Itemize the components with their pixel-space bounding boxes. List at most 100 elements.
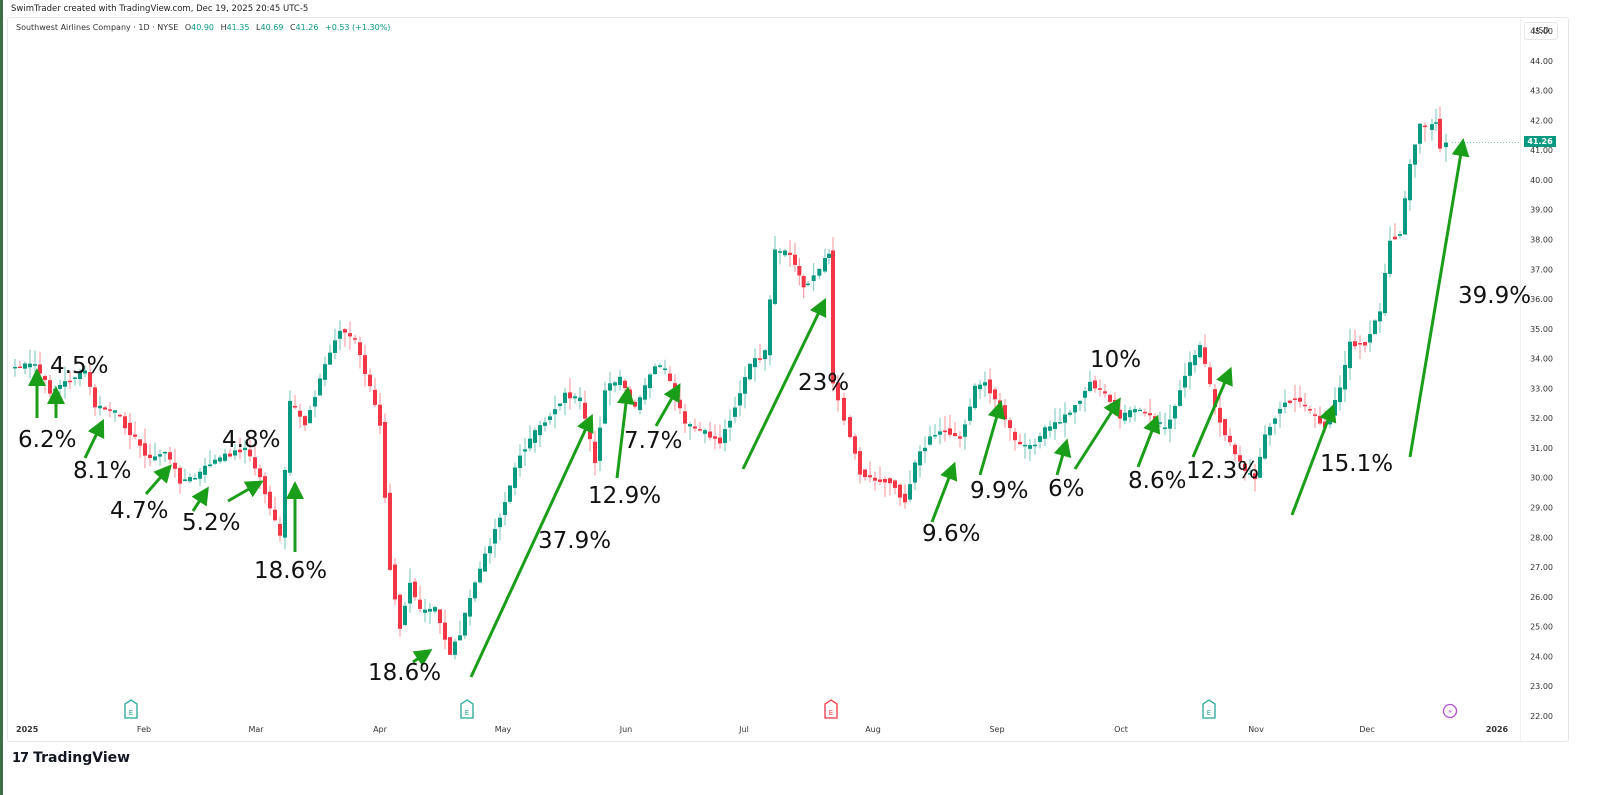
x-tick-label: Aug [865,725,881,734]
candle [1308,408,1312,411]
candle [1373,320,1377,335]
candle [918,451,922,466]
candle [248,449,252,457]
candle [38,364,42,374]
y-tick-label: 35.00 [1530,325,1553,334]
candle [1028,445,1032,449]
candle [43,376,47,380]
gain-percent-label: 12.9% [588,483,661,509]
candle [1413,144,1417,165]
candle [578,397,582,402]
high-value: 41.35 [226,23,250,32]
candle [363,355,367,374]
candle [1303,404,1307,407]
candle [868,475,872,478]
candle [383,421,387,498]
gain-arrow [1073,397,1121,470]
candle [1213,389,1217,408]
candle [108,409,112,411]
gain-arrow [978,400,1006,476]
candle [1148,413,1152,416]
dividend-icon: ⚡ [1442,703,1458,719]
candle [443,622,447,640]
tradingview-brand[interactable]: 17 TradingView [12,750,130,766]
candle [1243,463,1247,471]
candle [938,431,942,435]
gain-arrow [83,418,105,459]
candle [1168,419,1172,429]
candle [318,378,322,396]
candle [473,582,477,599]
gain-arrow [1136,414,1161,468]
x-tick-label: Oct [1114,725,1128,734]
candle [678,399,682,409]
candle [1013,431,1017,441]
earnings-icon: E [460,699,474,719]
candle [893,480,897,488]
y-tick-label: 25.00 [1530,623,1553,632]
candle [1083,390,1087,398]
candle [198,471,202,479]
gain-percent-label: 39.9% [1458,283,1531,309]
candle [563,392,567,403]
candle [1444,142,1448,147]
candle [811,275,816,282]
candle [128,422,132,436]
candle [1430,124,1434,130]
candle [338,330,342,339]
candle [817,268,822,276]
candle [758,358,762,360]
candle [448,637,452,655]
candle [223,453,227,461]
y-tick-label: 44.00 [1530,57,1553,66]
candle [53,388,57,391]
candle [1293,398,1297,401]
gain-percent-label: 37.9% [538,528,611,554]
candle [1358,343,1362,345]
candle [573,396,577,399]
candle [1183,375,1187,388]
candle [478,568,482,583]
candle [408,582,412,604]
x-tick-label: Mar [248,725,264,734]
candle [1038,436,1042,442]
candle [438,609,442,624]
candle [801,275,806,288]
candle [48,380,52,394]
earnings-icon: E [1202,699,1216,719]
y-tick-label: 24.00 [1530,652,1553,661]
gain-arrow [1290,403,1337,516]
x-tick-label: Feb [137,725,151,734]
candle [963,424,967,437]
candle [1218,407,1222,423]
candle [93,387,97,408]
candle [913,462,917,483]
candle [348,333,352,337]
candle [898,484,902,498]
x-tick-label: Jul [738,725,749,734]
gain-arrow [412,649,433,667]
chart-credit: SwimTrader created with TradingView.com,… [11,4,309,14]
candle [1383,273,1387,314]
candle [293,405,297,408]
candle [688,424,692,427]
candle [1233,444,1237,455]
gain-percent-label: 23% [798,370,849,396]
candle [753,358,757,368]
candle [1108,394,1112,402]
gain-percent-label: 18.6% [368,660,441,686]
candle [793,254,797,265]
candle [943,430,947,433]
candle [1178,390,1182,406]
candle [303,416,307,426]
candle [1208,367,1212,385]
y-tick-label: 22.00 [1530,712,1553,721]
currency-button[interactable]: USD [1524,22,1558,40]
candle [598,427,602,461]
candle [1223,419,1227,436]
candle [1258,456,1262,478]
last-price-label: 41.26 [1524,136,1556,148]
earnings-icon: E [824,699,838,719]
candle [1063,414,1067,423]
